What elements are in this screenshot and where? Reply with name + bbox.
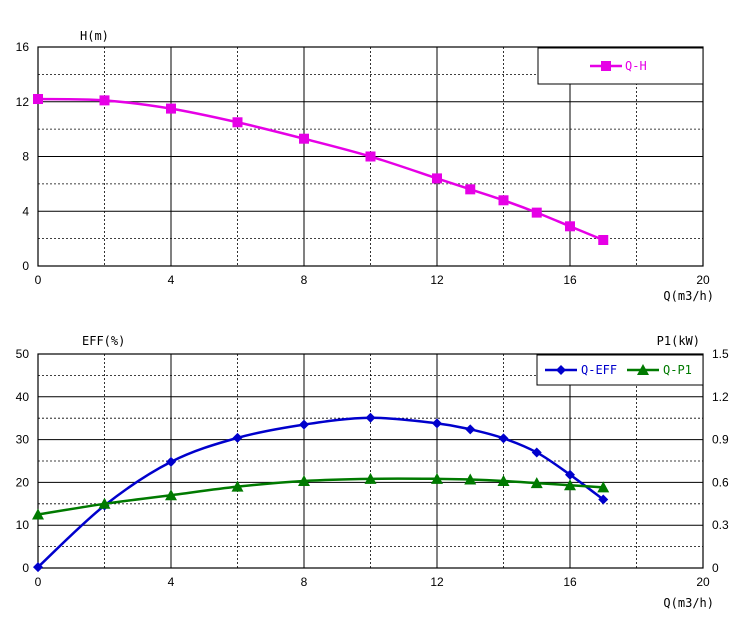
x-tick-label: 12 <box>430 273 444 287</box>
data-point-q-p1 <box>98 497 111 509</box>
y-tick-label: 40 <box>16 390 30 404</box>
x-tick-label: 16 <box>563 273 577 287</box>
x-axis-label: Q(m3/h) <box>663 596 714 610</box>
y2-tick-label: 0.6 <box>712 475 729 489</box>
x-tick-label: 8 <box>301 273 308 287</box>
data-point-q-eff <box>432 418 442 429</box>
data-point-q-p1 <box>597 481 610 493</box>
x-tick-label: 0 <box>35 575 42 589</box>
legend-marker <box>556 365 566 375</box>
x-tick-label: 20 <box>696 575 710 589</box>
data-point-q-p1 <box>298 474 310 486</box>
x-tick-label: 8 <box>301 575 308 589</box>
data-point-q-h <box>365 151 376 162</box>
legend-label: Q-P1 <box>663 363 692 377</box>
data-point-q-eff <box>465 424 476 435</box>
x-tick-label: 12 <box>430 575 444 589</box>
data-point-q-h <box>232 117 243 128</box>
legend-marker <box>601 61 611 71</box>
data-point-q-h <box>531 207 542 218</box>
x-tick-label: 20 <box>696 273 710 287</box>
data-point-q-h <box>432 173 442 184</box>
x-axis-label: Q(m3/h) <box>663 289 714 303</box>
data-point-q-p1 <box>165 489 177 501</box>
y-tick-label: 10 <box>16 518 30 532</box>
x-tick-label: 16 <box>563 575 577 589</box>
data-point-q-eff <box>531 447 542 458</box>
y-tick-label: 30 <box>16 433 30 447</box>
y-tick-label: 0 <box>22 561 29 575</box>
y2-axis-label: P1(kW) <box>657 334 700 348</box>
data-point-q-eff <box>598 494 609 505</box>
data-point-q-h <box>465 184 476 195</box>
y-tick-label: 0 <box>22 259 29 273</box>
data-point-q-h <box>565 221 575 232</box>
data-point-q-eff <box>365 412 376 423</box>
y2-tick-label: 0.3 <box>712 518 729 532</box>
data-point-q-p1 <box>231 480 244 492</box>
data-point-q-h <box>99 95 110 106</box>
y2-tick-label: 0 <box>712 561 719 575</box>
data-point-q-p1 <box>564 479 576 491</box>
x-tick-label: 0 <box>35 273 42 287</box>
data-point-q-h <box>299 133 309 144</box>
y-tick-label: 16 <box>16 40 30 54</box>
y-tick-label: 8 <box>22 150 29 164</box>
data-point-q-h <box>166 103 176 114</box>
data-point-q-p1 <box>497 474 510 486</box>
data-point-q-eff <box>498 433 509 444</box>
legend-marker <box>637 364 649 375</box>
data-point-q-p1 <box>32 508 44 520</box>
y-axis-label: EFF(%) <box>82 334 125 348</box>
data-point-q-h <box>598 234 609 245</box>
plot-frame <box>37 46 704 267</box>
y2-tick-label: 1.5 <box>712 347 729 361</box>
data-point-q-h <box>33 94 43 105</box>
plot-frame <box>37 353 704 569</box>
y-tick-label: 20 <box>16 475 30 489</box>
y-tick-label: 4 <box>22 204 29 218</box>
data-point-q-eff <box>299 419 309 430</box>
legend-label: Q-H <box>625 59 647 73</box>
data-point-q-eff <box>166 456 176 467</box>
data-point-q-eff <box>232 432 243 443</box>
data-point-q-p1 <box>464 473 477 485</box>
data-point-q-h <box>498 195 509 206</box>
data-point-q-p1 <box>364 472 377 484</box>
legend-label: Q-EFF <box>581 363 617 377</box>
x-tick-label: 4 <box>168 273 175 287</box>
data-point-q-p1 <box>530 477 543 489</box>
data-point-q-eff <box>565 469 575 480</box>
y-tick-label: 12 <box>16 95 30 109</box>
data-point-q-eff <box>33 562 43 573</box>
data-point-q-p1 <box>431 472 443 484</box>
y-tick-label: 50 <box>16 347 30 361</box>
y2-tick-label: 0.9 <box>712 433 729 447</box>
y-axis-label: H(m) <box>80 29 109 43</box>
x-tick-label: 4 <box>168 575 175 589</box>
y2-tick-label: 1.2 <box>712 390 729 404</box>
